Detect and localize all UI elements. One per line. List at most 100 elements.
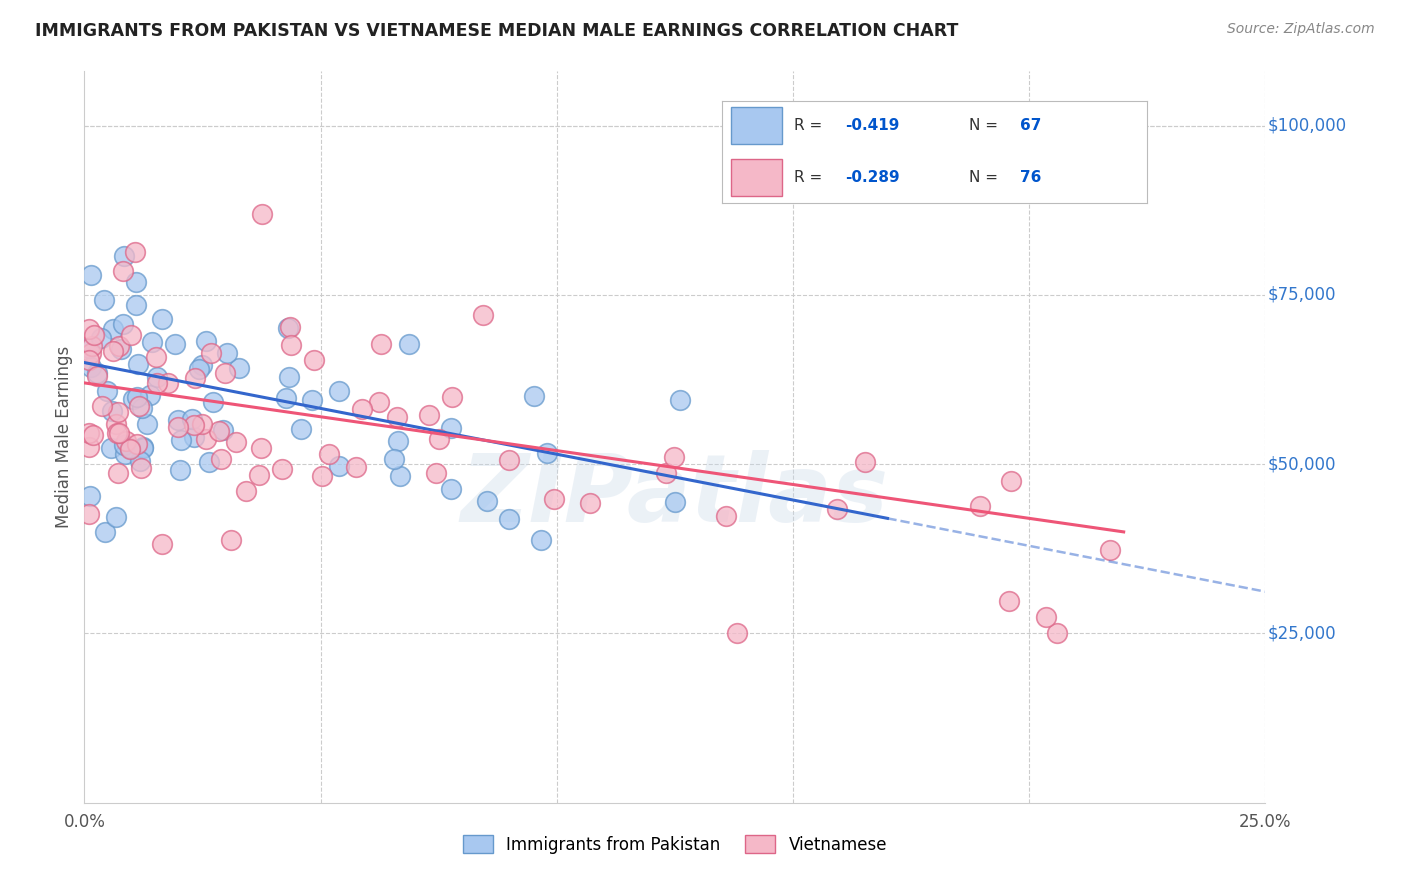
Point	[131, 401, 153, 416]
Point	[278, 319, 301, 334]
Point	[77, 341, 100, 355]
Point	[439, 483, 461, 497]
Point	[441, 390, 464, 404]
Point	[277, 320, 299, 334]
Point	[170, 433, 193, 447]
Point	[107, 404, 129, 418]
Point	[183, 430, 205, 444]
Point	[77, 507, 100, 521]
Point	[825, 501, 848, 516]
Point	[471, 308, 494, 322]
Point	[328, 458, 350, 473]
Point	[214, 366, 236, 380]
Point	[853, 455, 876, 469]
Point	[96, 384, 118, 399]
Point	[103, 322, 125, 336]
Point	[228, 361, 250, 376]
Point	[150, 537, 173, 551]
Point	[128, 454, 150, 468]
Point	[86, 369, 108, 384]
Point	[127, 357, 149, 371]
Point	[115, 434, 138, 449]
Point	[398, 337, 420, 351]
Point	[352, 402, 374, 417]
Point	[107, 466, 129, 480]
Point	[190, 417, 212, 432]
Point	[112, 249, 135, 263]
Point	[475, 494, 498, 508]
Point	[579, 496, 602, 510]
Point	[112, 317, 135, 331]
Point	[523, 389, 546, 403]
Point	[80, 359, 103, 374]
Point	[195, 334, 218, 349]
Point	[188, 362, 211, 376]
Point	[141, 334, 163, 349]
Point	[132, 441, 155, 455]
Point	[655, 466, 678, 480]
Point	[80, 268, 103, 282]
Point	[221, 533, 243, 547]
Point	[290, 422, 312, 436]
Point	[200, 345, 222, 359]
Point	[191, 359, 214, 373]
Point	[128, 400, 150, 414]
Point	[1046, 626, 1069, 640]
Point	[202, 395, 225, 409]
Point	[418, 408, 440, 422]
Point	[103, 343, 125, 358]
Text: ZIPatlas: ZIPatlas	[461, 450, 889, 541]
Y-axis label: Median Male Earnings: Median Male Earnings	[55, 346, 73, 528]
Point	[79, 489, 101, 503]
Point	[198, 455, 221, 469]
Point	[145, 350, 167, 364]
Point	[318, 447, 340, 461]
Point	[118, 442, 141, 456]
Point	[165, 336, 187, 351]
Point	[77, 353, 100, 368]
Point	[194, 432, 217, 446]
Point	[169, 463, 191, 477]
Point	[274, 391, 297, 405]
Point	[139, 388, 162, 402]
Point	[311, 468, 333, 483]
Point	[125, 437, 148, 451]
Point	[101, 403, 124, 417]
Point	[208, 425, 231, 439]
Legend: Immigrants from Pakistan, Vietnamese: Immigrants from Pakistan, Vietnamese	[456, 829, 894, 860]
Point	[167, 413, 190, 427]
Point	[110, 342, 132, 356]
Point	[77, 425, 100, 440]
Point	[271, 462, 294, 476]
Point	[425, 466, 447, 480]
Point	[82, 428, 104, 442]
Point	[77, 321, 100, 335]
Point	[498, 512, 520, 526]
Point	[77, 440, 100, 454]
Point	[215, 346, 238, 360]
Point	[90, 399, 112, 413]
Point	[100, 442, 122, 456]
Point	[80, 346, 103, 360]
Point	[105, 509, 128, 524]
Point	[301, 392, 323, 407]
Point	[725, 626, 748, 640]
Point	[112, 437, 135, 451]
Point	[125, 390, 148, 404]
Point	[664, 494, 686, 508]
Point	[167, 420, 190, 434]
Point	[247, 467, 270, 482]
Point	[105, 417, 128, 432]
Point	[209, 451, 232, 466]
Point	[440, 420, 463, 434]
Point	[387, 434, 409, 449]
Point	[183, 418, 205, 433]
Point	[280, 337, 302, 351]
Point	[235, 484, 257, 499]
Point	[370, 336, 392, 351]
Point	[90, 330, 112, 344]
Point	[184, 370, 207, 384]
Text: $50,000: $50,000	[1268, 455, 1336, 473]
Point	[157, 376, 180, 391]
Point	[1035, 610, 1057, 624]
